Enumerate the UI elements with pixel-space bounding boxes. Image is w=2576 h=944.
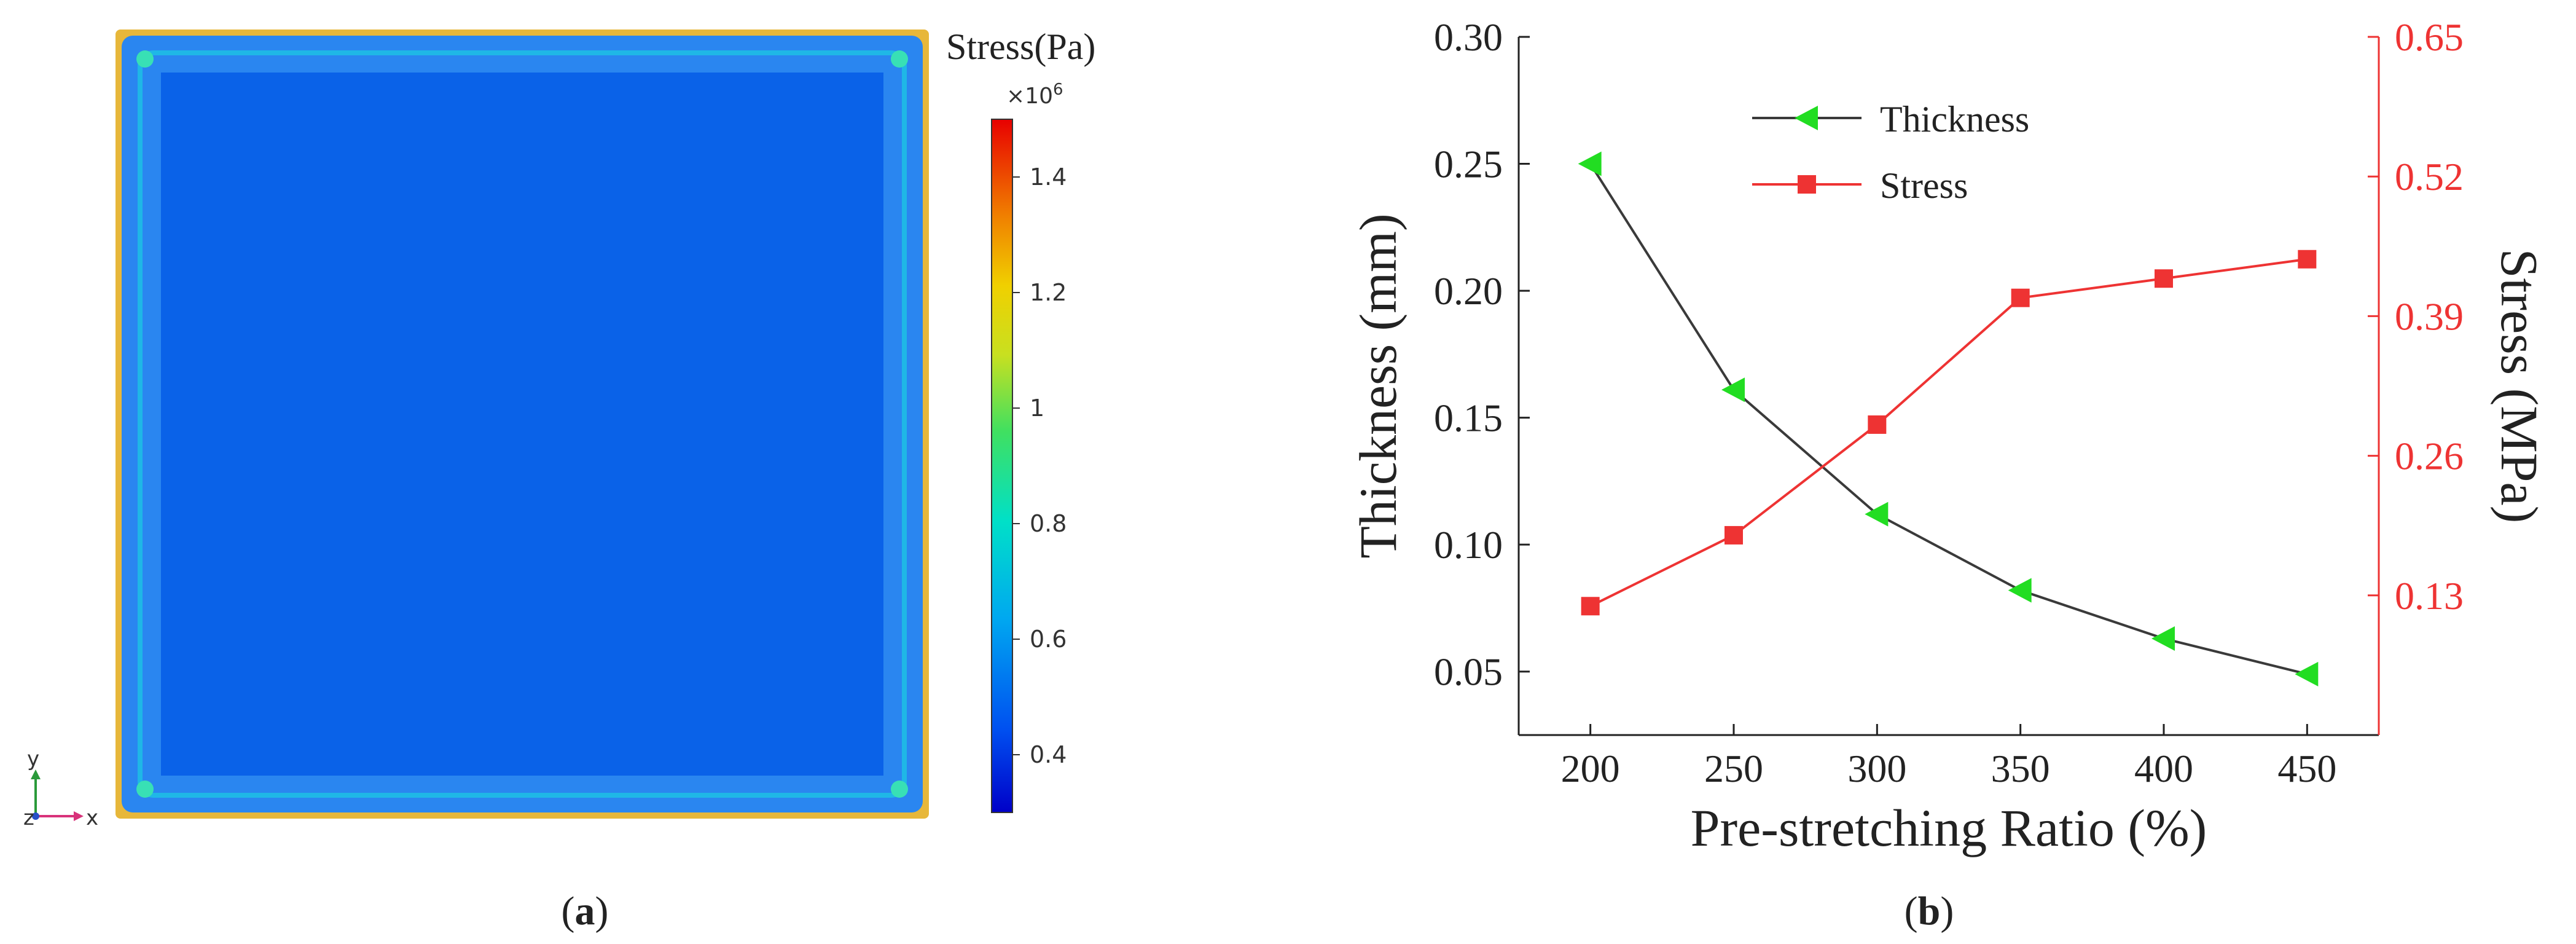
thickness-marker-3 xyxy=(2008,578,2032,603)
triad-z-label: z xyxy=(23,806,34,830)
corner-hotspot xyxy=(136,50,154,68)
thickness-marker-1 xyxy=(1721,377,1745,403)
series-markers xyxy=(1578,151,2319,686)
panel-b-label-letter: b xyxy=(1918,889,1941,934)
thickness-marker-2 xyxy=(1865,502,1889,527)
legend-label-0: Thickness xyxy=(1880,99,2029,140)
panel-b-label: (b) xyxy=(1905,889,1954,934)
thickness-marker-4 xyxy=(2151,626,2175,651)
colorbar-ticks: 0.4 0.6 0.8 1 1.2 1.4 xyxy=(1012,163,1067,768)
axis-triad: y z x xyxy=(23,747,98,830)
stress-contour-plot xyxy=(115,30,929,819)
y-tick-label-3: 0.20 xyxy=(1434,269,1503,313)
stress-marker-5 xyxy=(2298,250,2317,269)
y-tick-label-5: 0.30 xyxy=(1434,15,1503,59)
corner-hotspot xyxy=(891,781,908,798)
chart-axes: 0.05 0.10 0.15 0.20 0.25 0.30 0.13 0.26 0.39 0.52… xyxy=(1434,15,2464,790)
colorbar-tick-label-5: 1.4 xyxy=(1030,163,1067,191)
thickness-marker-5 xyxy=(2295,661,2319,686)
colorbar-tick-label-2: 0.8 xyxy=(1030,510,1067,537)
colorbar-scale xyxy=(991,119,1013,813)
y-tick-label-1: 0.10 xyxy=(1434,523,1503,567)
y2-tick-label-4: 0.65 xyxy=(2395,15,2464,59)
legend-marker-1 xyxy=(1798,175,1816,194)
series-line-thickness xyxy=(1589,163,2308,675)
series-line-stress xyxy=(1589,258,2308,608)
colorbar-multiplier: ×106 xyxy=(1006,81,1063,109)
panel-b-label-open: ( xyxy=(1905,889,1918,934)
legend-label-1: Stress xyxy=(1880,165,1968,206)
colorbar-tick-label-0: 0.4 xyxy=(1030,741,1067,768)
x-tick-label-1: 250 xyxy=(1704,747,1763,790)
line-chart: 0.05 0.10 0.15 0.20 0.25 0.30 0.13 0.26 0.39 0.52… xyxy=(1349,15,2549,857)
panel-b-label-close: ) xyxy=(1940,889,1954,934)
stress-marker-1 xyxy=(1725,525,1743,545)
stress-marker-2 xyxy=(1868,415,1887,434)
stress-marker-3 xyxy=(2011,288,2030,307)
x-axis-label: Pre-stretching Ratio (%) xyxy=(1691,798,2207,857)
y2-tick-label-1: 0.26 xyxy=(2395,435,2464,478)
x-tick-label-3: 350 xyxy=(1991,747,2050,790)
chart-legend: Thickness Stress xyxy=(1752,99,2029,206)
panel-a-label-open: ( xyxy=(562,889,575,934)
colorbar-tick-label-3: 1 xyxy=(1030,395,1044,422)
panel-a-label: (a) xyxy=(562,889,609,934)
triad-x-label: x xyxy=(86,806,98,830)
y2-tick-label-0: 0.13 xyxy=(2395,574,2464,618)
x-tick-label-2: 300 xyxy=(1847,747,1906,790)
corner-hotspot xyxy=(136,781,154,798)
stress-marker-0 xyxy=(1581,597,1600,616)
colorbar-tick-label-4: 1.2 xyxy=(1030,279,1067,306)
series-lines xyxy=(1589,163,2308,675)
y2-axis-label: Stress (MPa) xyxy=(2490,249,2549,524)
colorbar-multiplier-exponent: 6 xyxy=(1053,81,1063,99)
triad-y-label: y xyxy=(27,747,39,771)
colorbar-tick-label-1: 0.6 xyxy=(1030,626,1067,653)
y2-tick-label-2: 0.39 xyxy=(2395,294,2464,338)
legend-marker-0 xyxy=(1795,106,1818,130)
x-tick-label-5: 450 xyxy=(2277,747,2336,790)
y-tick-label-2: 0.15 xyxy=(1434,396,1503,440)
colorbar: Stress(Pa) ×106 0.4 0.6 0.8 1 1.2 1.4 xyxy=(946,26,1095,813)
stress-field xyxy=(161,73,883,776)
colorbar-title: Stress(Pa) xyxy=(946,26,1095,67)
panel-a-label-close: ) xyxy=(595,889,609,934)
y-tick-label-0: 0.05 xyxy=(1434,650,1503,694)
corner-hotspot xyxy=(891,50,908,68)
y2-tick-label-3: 0.52 xyxy=(2395,155,2464,199)
panel-b: 0.05 0.10 0.15 0.20 0.25 0.30 0.13 0.26 0.39 0.52… xyxy=(1349,15,2549,934)
y-tick-label-4: 0.25 xyxy=(1434,143,1503,186)
panel-a-label-letter: a xyxy=(575,889,595,934)
colorbar-multiplier-base: ×10 xyxy=(1006,84,1053,109)
thickness-marker-0 xyxy=(1578,151,1602,176)
edge-highlight xyxy=(138,50,907,798)
panel-a: Stress(Pa) ×106 0.4 0.6 0.8 1 1.2 1.4 y z x (… xyxy=(23,26,1095,934)
y-axis-label: Thickness (mm) xyxy=(1349,213,1407,558)
x-tick-label-0: 200 xyxy=(1561,747,1620,790)
x-tick-label-4: 400 xyxy=(2134,747,2193,790)
stress-marker-4 xyxy=(2155,269,2173,288)
